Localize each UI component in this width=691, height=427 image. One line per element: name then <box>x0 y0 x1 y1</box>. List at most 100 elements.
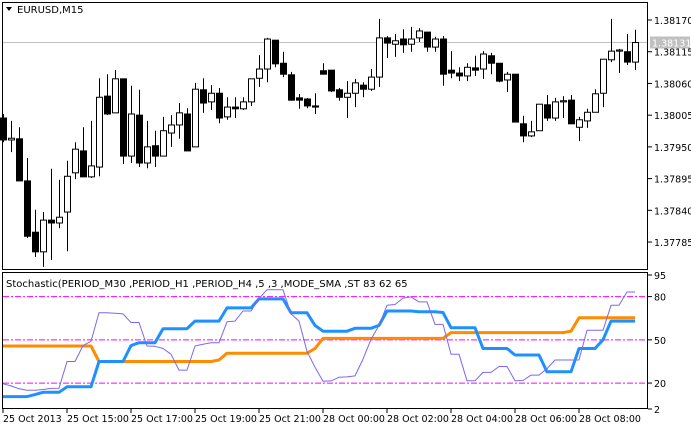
time-tick-label: 28 Oct 08:00 <box>579 414 641 425</box>
candle <box>440 36 447 86</box>
bear-candle-body <box>104 95 111 115</box>
candle <box>0 114 7 143</box>
candle <box>280 51 287 78</box>
candle <box>432 36 439 52</box>
price-tick-label: 1.38060 <box>654 79 691 90</box>
candle <box>240 97 247 110</box>
bull-candle-body <box>176 112 183 126</box>
bull-candle-body <box>112 78 119 114</box>
time-tick-label: 25 Oct 19:00 <box>195 414 257 425</box>
bull-candle-body <box>208 92 215 103</box>
bull-candle-body <box>352 82 359 94</box>
bull-candle-body <box>536 103 543 132</box>
candle <box>456 67 463 82</box>
bear-candle-body <box>472 67 479 71</box>
candle <box>80 127 87 178</box>
price-tick-label: 1.37785 <box>654 238 691 249</box>
candle <box>408 26 415 52</box>
indicator-axis: 95 80 50 20 2 <box>648 271 666 416</box>
price-tick-label: 1.38005 <box>654 111 691 122</box>
bear-candle-body <box>184 113 191 152</box>
bear-candle-body <box>360 84 367 90</box>
time-tick-label: 25 Oct 17:00 <box>131 414 193 425</box>
bull-candle-body <box>96 96 103 168</box>
candle <box>328 69 335 93</box>
price-axis: 1.38170 1.38115 1.38060 1.38005 1.37950 1.378… <box>648 16 691 249</box>
bull-candle-body <box>56 216 63 224</box>
bull-candle-body <box>368 76 375 90</box>
bull-candle-body <box>40 219 47 253</box>
candle <box>272 39 279 68</box>
bull-candle-body <box>600 58 607 94</box>
bull-candle-body <box>72 148 79 174</box>
symbol-header[interactable]: EURUSD,M15 <box>6 5 83 16</box>
candle <box>592 89 599 113</box>
bear-candle-body <box>520 123 527 137</box>
candle <box>584 108 591 128</box>
candle <box>400 29 407 53</box>
bull-candle-body <box>88 165 95 178</box>
bear-candle-body <box>568 99 575 125</box>
bear-candle-body <box>456 72 463 77</box>
bear-candle-body <box>272 39 279 65</box>
bull-candle-body <box>632 41 639 63</box>
indicator-tick-label: 2 <box>654 405 660 416</box>
bear-candle-body <box>624 51 631 63</box>
bull-candle-body <box>224 106 231 118</box>
bull-candle-body <box>392 40 399 45</box>
time-tick-label: 25 Oct 21:00 <box>259 414 321 425</box>
bear-candle-body <box>296 97 303 101</box>
candle <box>56 179 63 229</box>
candle <box>352 78 359 108</box>
candle <box>624 33 631 65</box>
candle <box>264 37 271 83</box>
bull-candle-body <box>192 88 199 148</box>
candle <box>48 168 55 260</box>
candle <box>32 209 39 258</box>
candle <box>632 29 639 71</box>
bull-candle-body <box>376 37 383 78</box>
bear-candle-body <box>328 69 335 92</box>
bear-candle-body <box>136 114 143 164</box>
candle <box>216 88 223 124</box>
symbol-title: EURUSD,M15 <box>17 5 83 16</box>
time-tick-label: 28 Oct 06:00 <box>515 414 577 425</box>
bear-candle-body <box>0 117 7 141</box>
candle <box>520 115 527 143</box>
bear-candle-body <box>400 38 407 46</box>
bull-candle-body <box>528 131 535 137</box>
bear-candle-body <box>488 55 495 64</box>
bull-candle-body <box>504 73 511 81</box>
bear-candle-body <box>280 62 287 75</box>
bear-candle-body <box>440 38 447 75</box>
candle <box>64 160 71 252</box>
bull-candle-body <box>8 137 15 141</box>
candle <box>336 88 343 101</box>
candle <box>360 82 367 98</box>
main-chart-area[interactable] <box>2 2 648 270</box>
indicator-tick-label: 95 <box>654 271 666 282</box>
candle <box>160 116 167 157</box>
indicator-window[interactable] <box>2 272 648 409</box>
bear-candle-body <box>288 74 295 101</box>
candle <box>168 115 175 147</box>
bear-candle-body <box>424 31 431 48</box>
bear-candle-body <box>312 105 319 108</box>
candle <box>536 103 543 132</box>
stochastic-lines <box>2 289 635 399</box>
price-tick-label: 1.38115 <box>654 48 691 59</box>
candle <box>528 120 535 138</box>
bear-candle-body <box>24 180 31 237</box>
time-tick-label: 28 Oct 00:00 <box>323 414 385 425</box>
bear-candle-body <box>32 231 39 253</box>
bull-candle-body <box>480 53 487 70</box>
candle <box>8 120 15 153</box>
candle <box>304 97 311 109</box>
candle <box>376 18 383 87</box>
candle <box>488 52 495 75</box>
triangle-down-icon[interactable] <box>6 7 12 11</box>
bull-candle-body <box>584 111 591 122</box>
candle <box>480 51 487 79</box>
bear-candle-body <box>544 104 551 119</box>
